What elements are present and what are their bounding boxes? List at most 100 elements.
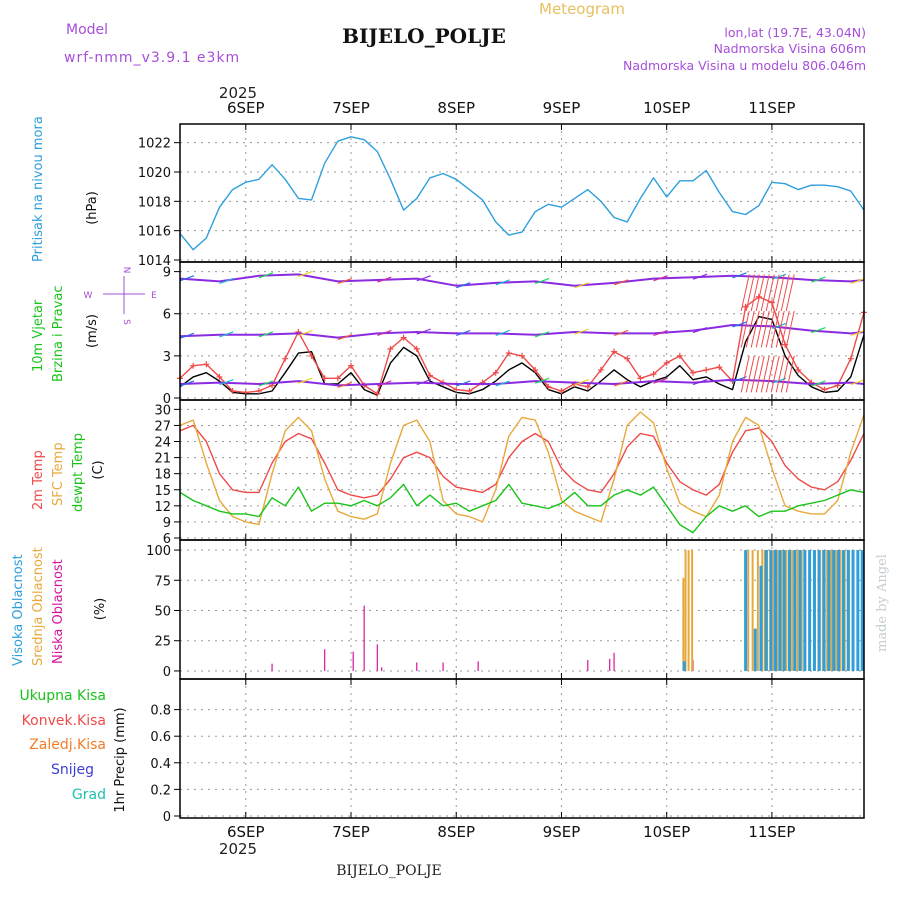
cloud-bar bbox=[827, 550, 831, 671]
gust-marker bbox=[282, 355, 289, 362]
y-tick-label: 15 bbox=[154, 484, 171, 499]
wind-side-label-1: 10m Vjetar bbox=[31, 299, 46, 372]
wind-barb bbox=[179, 380, 195, 387]
wind-barb bbox=[811, 380, 826, 387]
wind-barb bbox=[179, 275, 195, 282]
strong-wind-hatch bbox=[750, 274, 760, 312]
wind-barb bbox=[574, 328, 589, 335]
y-tick-label: 27 bbox=[154, 419, 171, 434]
strong-wind-hatch bbox=[740, 274, 750, 312]
y-tick-label: 3 bbox=[163, 350, 171, 365]
gust-marker bbox=[203, 361, 210, 368]
strong-wind-hatch bbox=[745, 274, 755, 312]
precip-side-label-5: Grad bbox=[72, 787, 106, 803]
y-tick-label: 21 bbox=[154, 452, 171, 467]
bottom-day-label: 10SEP bbox=[643, 823, 690, 841]
cloud-bar bbox=[753, 628, 757, 671]
frame-layer bbox=[174, 123, 865, 819]
wind-barb bbox=[416, 328, 431, 335]
y-tick-label: 75 bbox=[154, 574, 171, 589]
wind-barb bbox=[692, 327, 708, 334]
strong-wind-hatch bbox=[785, 310, 795, 348]
wind-unit-label: (m/s) bbox=[85, 314, 100, 348]
gust-marker bbox=[847, 355, 854, 362]
cloud-bar bbox=[324, 649, 326, 671]
gust-marker bbox=[519, 352, 525, 359]
top-year-label: 2025 bbox=[219, 84, 257, 102]
cloud-bar bbox=[784, 550, 787, 671]
cloud-bar bbox=[841, 550, 845, 671]
wind-barb bbox=[574, 282, 589, 289]
cloud-bar bbox=[682, 661, 686, 671]
wind-barb bbox=[811, 327, 826, 334]
strong-wind-hatch bbox=[740, 355, 750, 393]
series-line bbox=[179, 324, 865, 339]
series-line bbox=[179, 136, 865, 251]
gust-marker bbox=[348, 362, 354, 369]
cloud-bar bbox=[684, 550, 687, 671]
cloud-bar bbox=[791, 550, 794, 671]
wind-barb bbox=[219, 277, 234, 285]
gust-marker bbox=[597, 366, 604, 373]
bottom-day-label: 6SEP bbox=[227, 823, 265, 841]
model-label: Model bbox=[66, 22, 108, 38]
y-tick-label: 9 bbox=[163, 516, 171, 531]
wind-barb bbox=[534, 277, 550, 285]
wind-barb bbox=[456, 282, 471, 289]
cloud-bar bbox=[822, 550, 826, 671]
cloud-bar bbox=[477, 661, 479, 671]
gust-marker bbox=[663, 359, 670, 366]
y-tick-label: 6 bbox=[163, 532, 171, 547]
wind-barb bbox=[456, 380, 471, 387]
gust-marker bbox=[611, 348, 618, 355]
strong-wind-hatch bbox=[765, 355, 775, 393]
cloud-bar bbox=[860, 550, 864, 671]
cloud-bar bbox=[747, 550, 750, 671]
gust-marker bbox=[466, 387, 473, 394]
wind-barb bbox=[732, 321, 747, 328]
strong-wind-hatch bbox=[760, 310, 770, 348]
cloud-bar bbox=[808, 550, 812, 671]
cloud-bar bbox=[803, 550, 807, 671]
strong-wind-hatch bbox=[785, 274, 795, 312]
cloud-bar bbox=[798, 550, 802, 671]
wind-barb bbox=[692, 273, 708, 280]
cloud-bar bbox=[796, 550, 799, 671]
y-tick-label: 0 bbox=[163, 810, 171, 825]
gust-marker bbox=[624, 355, 631, 362]
cloud-bar bbox=[376, 644, 378, 671]
panel-frame bbox=[179, 399, 865, 541]
cloud-side-label-2: Srednja Oblacnost bbox=[31, 547, 46, 666]
series-line bbox=[179, 315, 865, 396]
strong-wind-hatch bbox=[750, 310, 760, 348]
wind-barb bbox=[456, 329, 471, 336]
gust-marker bbox=[413, 345, 420, 352]
gust-marker bbox=[492, 369, 499, 376]
gust-marker bbox=[334, 375, 341, 382]
panel-frame bbox=[179, 123, 865, 263]
strong-wind-hatch bbox=[755, 310, 765, 348]
gust-marker bbox=[768, 299, 775, 306]
gust-marker bbox=[637, 375, 644, 382]
station-title: BIJELO_POLJE bbox=[342, 24, 506, 48]
strong-wind-hatch bbox=[755, 355, 765, 393]
compass-north-label: N bbox=[121, 267, 131, 274]
y-tick-label: 12 bbox=[154, 500, 171, 515]
compass-rose: W E N S bbox=[84, 267, 158, 326]
bottom-year-label: 2025 bbox=[219, 840, 257, 858]
compass-east-label: E bbox=[151, 291, 157, 301]
gust-marker bbox=[190, 362, 197, 369]
gust-marker bbox=[387, 345, 394, 352]
cloud-bar bbox=[352, 651, 354, 671]
compass-south-label: S bbox=[121, 319, 131, 325]
wind-barb bbox=[377, 329, 392, 336]
model-name: wrf-nmm_v3.9.1 e3km bbox=[64, 50, 240, 66]
cloud-bar bbox=[776, 550, 779, 671]
bottom-day-label: 7SEP bbox=[332, 823, 370, 841]
gust-marker bbox=[821, 386, 828, 393]
compass-west-label: W bbox=[84, 291, 93, 301]
strong-wind-hatch bbox=[775, 310, 785, 348]
wind-side-label-2: Brzina i Pravac bbox=[51, 285, 66, 382]
series-line bbox=[179, 273, 865, 287]
wind-barb bbox=[574, 378, 589, 386]
